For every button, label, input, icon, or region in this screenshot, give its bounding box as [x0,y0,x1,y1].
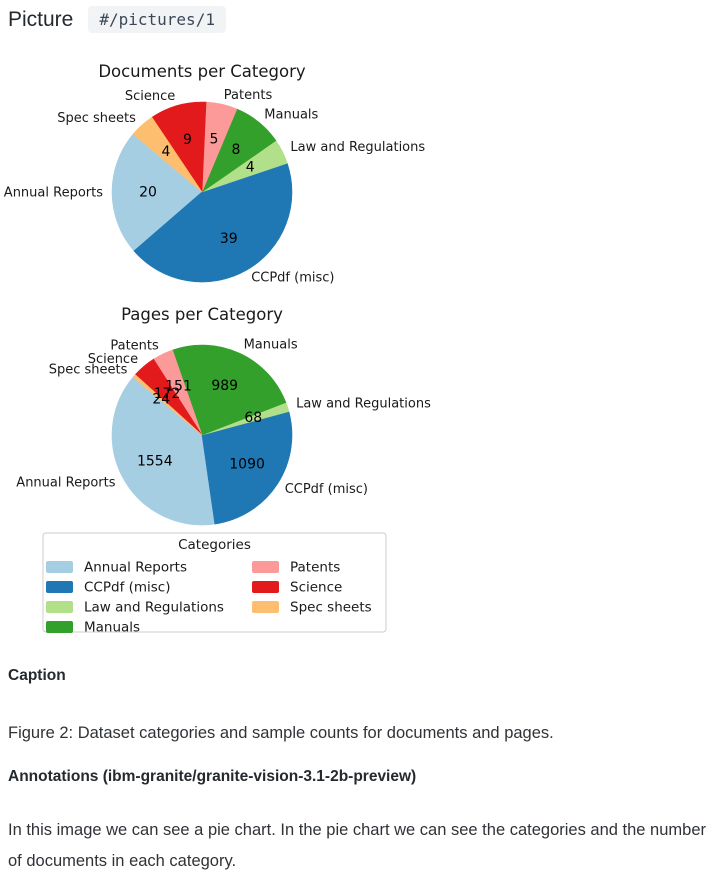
legend-swatch-annual-reports [46,561,73,573]
value-label-science: 172 [154,386,181,402]
legend-label-patents: Patents [290,560,340,576]
value-label-law-and-regulations: 4 [246,160,255,176]
category-label-science: Science [88,352,138,367]
legend-item-science: Science [252,580,342,596]
legend: Categories Annual Reports CCPdf (misc) Law … [42,532,387,636]
legend-item-law-and-regulations: Law and Regulations [46,600,224,616]
caption-heading: Caption [8,667,66,684]
legend-box [42,532,387,633]
category-label-patents: Patents [224,88,273,103]
legend-item-ccpdf-misc: CCPdf (misc) [46,580,171,596]
annotations-text: In this image we can see a pie chart. In… [8,821,706,870]
category-label-manuals: Manuals [264,108,318,123]
value-label-annual-reports: 20 [139,184,157,200]
legend-item-annual-reports: Annual Reports [46,560,187,576]
picture-header: Picture #/pictures/1 [8,6,226,34]
picture-label: Picture [8,7,74,31]
pie-slice-ccpdf-misc [201,411,293,525]
value-label-science: 9 [183,132,192,148]
legend-item-patents: Patents [252,560,340,576]
pie-slice-annual-reports [111,376,216,526]
legend-swatch-science [252,581,279,593]
value-label-spec-sheets: 24 [152,392,170,408]
category-label-patents: Patents [110,338,159,353]
legend-swatch-ccpdf-misc [46,581,73,593]
legend-item-spec-sheets: Spec sheets [252,600,372,616]
pie-slice-annual-reports [111,133,203,252]
value-label-ccpdf-misc: 39 [220,231,238,247]
legend-item-manuals: Manuals [46,620,140,636]
picture-ref-chip: #/pictures/1 [88,6,226,34]
category-label-ccpdf-misc: CCPdf (misc) [251,270,334,285]
category-label-spec-sheets: Spec sheets [49,363,128,378]
value-label-spec-sheets: 4 [161,144,170,160]
chart-title-documents-per-category: Documents per Category [98,62,306,81]
legend-label-spec-sheets: Spec sheets [290,600,372,616]
legend-swatch-patents [252,561,279,573]
legend-title: Categories [178,537,251,553]
value-label-manuals: 8 [232,142,241,158]
category-label-law-and-regulations: Law and Regulations [290,140,425,155]
category-label-annual-reports: Annual Reports [4,185,103,200]
legend-swatch-spec-sheets [252,601,279,613]
legend-swatch-law-and-regulations [46,601,73,613]
pie-slice-manuals [172,344,287,436]
legend-label-manuals: Manuals [84,620,140,636]
value-label-patents: 5 [209,131,218,147]
category-label-spec-sheets: Spec sheets [57,111,136,126]
legend-label-science: Science [290,580,342,596]
category-label-science: Science [125,89,175,104]
legend-label-annual-reports: Annual Reports [84,560,187,576]
pie-slice-spec-sheets [132,374,203,436]
category-label-annual-reports: Annual Reports [16,476,115,491]
value-label-annual-reports: 1554 [137,453,173,469]
value-label-patents: 151 [165,378,192,394]
legend-label-law-and-regulations: Law and Regulations [84,600,224,616]
category-label-manuals: Manuals [244,338,298,353]
annotations-heading: Annotations (ibm-granite/granite-vision-… [8,768,417,785]
legend-swatch-manuals [46,621,73,633]
category-label-law-and-regulations: Law and Regulations [296,397,431,412]
pie-slice-spec-sheets [132,116,203,193]
value-label-law-and-regulations: 68 [244,410,262,426]
category-label-ccpdf-misc: CCPdf (misc) [285,482,368,497]
figure-image: Documents per Category 20 Annual Reports 39… [4,62,431,636]
pie-slice-ccpdf-misc [133,162,293,283]
value-label-manuals: 989 [211,378,238,394]
caption-text: Figure 2: Dataset categories and sample … [8,724,554,742]
value-label-ccpdf-misc: 1090 [229,457,265,473]
legend-label-ccpdf-misc: CCPdf (misc) [84,580,171,596]
chart-title-pages-per-category: Pages per Category [121,305,283,324]
